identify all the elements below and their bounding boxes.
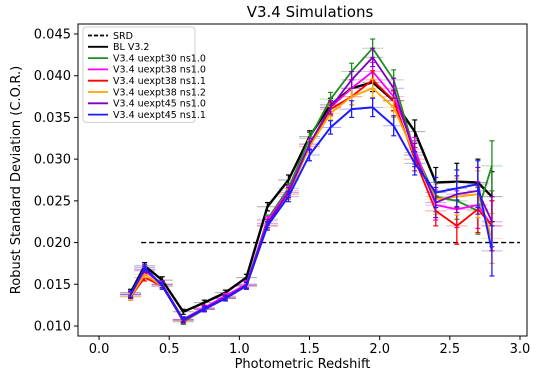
y-tick-label: 0.040 xyxy=(34,69,71,84)
axes-frame xyxy=(77,23,528,337)
legend-label: V3.4 uexpt38 ns1.2 xyxy=(113,87,206,98)
x-tick-label: 3.0 xyxy=(510,342,531,357)
legend-label: V3.4 uexpt38 ns1.1 xyxy=(113,76,206,87)
x-axis-label: Photometric Redshift xyxy=(235,357,371,372)
legend-label: V3.4 uexpt45 ns1.1 xyxy=(113,110,206,121)
x-tick-label: 1.0 xyxy=(229,342,250,357)
y-tick-label: 0.020 xyxy=(34,236,71,251)
chart-title: V3.4 Simulations xyxy=(247,3,374,21)
y-tick-label: 0.035 xyxy=(34,111,71,126)
x-tick-label: 0.5 xyxy=(159,342,180,357)
y-axis-label: Robust Standard Deviation (C.O.R.) xyxy=(9,66,24,294)
series-xerror-group xyxy=(120,87,503,321)
y-tick-label: 0.015 xyxy=(34,278,71,293)
legend-label: V3.4 uexpt38 ns1.0 xyxy=(113,65,206,76)
x-tick-label: 0.0 xyxy=(89,342,110,357)
axis-ticks: 0.0 0.5 1.0 1.5 2.0 2.5 3.0 0.010 0.015 0.020 0.02… xyxy=(34,28,531,357)
x-tick-label: 2.5 xyxy=(439,342,460,357)
series-group xyxy=(128,97,495,324)
legend-label: V3.4 uexpt45 ns1.0 xyxy=(113,99,206,110)
plot-area xyxy=(120,38,520,325)
series-line xyxy=(129,87,493,322)
x-tick-label: 2.0 xyxy=(369,342,390,357)
y-tick-label: 0.025 xyxy=(34,194,71,209)
legend-label: BL V3.2 xyxy=(113,42,149,53)
x-tick-label: 1.5 xyxy=(299,342,320,357)
legend-box xyxy=(82,26,196,123)
y-tick-label: 0.030 xyxy=(34,153,71,168)
legend-label: V3.4 uexpt30 ns1.0 xyxy=(113,53,206,64)
y-tick-label: 0.010 xyxy=(34,319,71,334)
legend-label: SRD xyxy=(113,31,133,42)
y-tick-label: 0.045 xyxy=(34,28,71,43)
